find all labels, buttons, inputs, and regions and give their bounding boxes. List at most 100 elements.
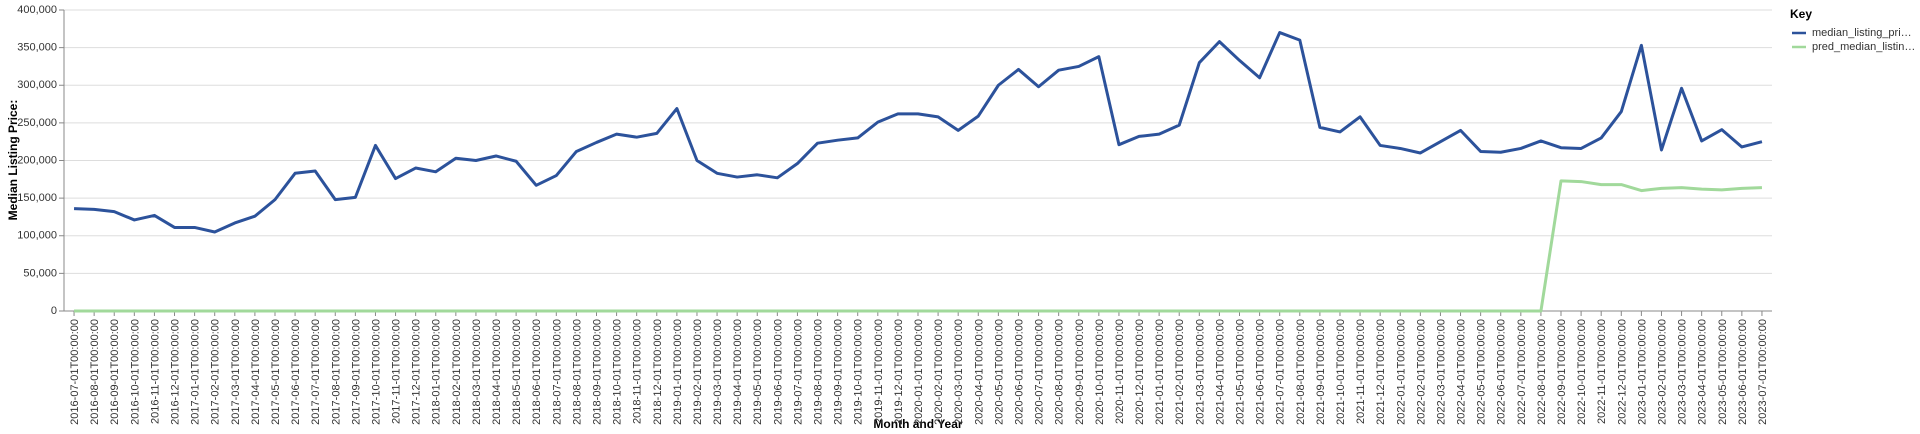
x-tick-label: 2022-01-01T00:00:00 xyxy=(1395,319,1407,425)
x-tick-label: 2022-09-01T00:00:00 xyxy=(1556,319,1568,425)
series-line xyxy=(73,31,1763,234)
y-axis-title: Median Listing Price: xyxy=(6,100,20,221)
x-tick-label: 2022-12-01T00:00:00 xyxy=(1616,319,1628,425)
x-tick-label: 2018-07-01T00:00:00 xyxy=(551,319,563,425)
x-tick-label: 2022-11-01T00:00:00 xyxy=(1596,319,1608,424)
x-tick-label: 2023-02-01T00:00:00 xyxy=(1656,319,1668,425)
x-tick-label: 2021-04-01T00:00:00 xyxy=(1214,319,1226,425)
x-tick-label: 2021-12-01T00:00:00 xyxy=(1375,319,1387,425)
x-tick-label: 2016-07-01T00:00:00 xyxy=(69,319,81,425)
x-tick-label: 2018-10-01T00:00:00 xyxy=(612,319,624,425)
x-tick-label: 2022-03-01T00:00:00 xyxy=(1435,319,1447,425)
x-tick-label: 2018-12-01T00:00:00 xyxy=(652,319,664,425)
x-tick-label: 2019-10-01T00:00:00 xyxy=(853,319,865,425)
x-tick-label: 2021-03-01T00:00:00 xyxy=(1194,319,1206,425)
x-tick-label: 2022-06-01T00:00:00 xyxy=(1496,319,1508,425)
x-tick-label: 2022-07-01T00:00:00 xyxy=(1516,319,1528,425)
x-tick-label: 2022-05-01T00:00:00 xyxy=(1476,319,1488,425)
y-tick-label: 300,000 xyxy=(17,79,57,91)
y-tick-label: 350,000 xyxy=(17,42,57,54)
x-tick-label: 2022-08-01T00:00:00 xyxy=(1536,319,1548,425)
y-tick-label: 400,000 xyxy=(17,4,57,16)
x-tick-label: 2017-10-01T00:00:00 xyxy=(370,319,382,425)
x-tick-label: 2020-11-01T00:00:00 xyxy=(1114,319,1126,424)
x-tick-label: 2021-01-01T00:00:00 xyxy=(1154,319,1166,425)
x-tick-label: 2020-05-01T00:00:00 xyxy=(993,319,1005,425)
x-tick-label: 2019-02-01T00:00:00 xyxy=(692,319,704,425)
x-tick-label: 2023-06-01T00:00:00 xyxy=(1737,319,1749,425)
legend-label: median_listing_pri… xyxy=(1812,27,1912,39)
x-tick-label: 2021-11-01T00:00:00 xyxy=(1355,319,1367,424)
y-tick-label: 100,000 xyxy=(17,230,57,242)
series-line xyxy=(74,179,1763,313)
x-tick-label: 2017-06-01T00:00:00 xyxy=(290,319,302,425)
x-tick-label: 2021-02-01T00:00:00 xyxy=(1174,319,1186,425)
x-tick-label: 2017-07-01T00:00:00 xyxy=(310,319,322,425)
x-tick-label: 2017-05-01T00:00:00 xyxy=(270,319,282,425)
x-tick-label: 2017-03-01T00:00:00 xyxy=(230,319,242,425)
x-tick-label: 2021-10-01T00:00:00 xyxy=(1335,319,1347,425)
x-tick-label: 2017-12-01T00:00:00 xyxy=(411,319,423,425)
x-tick-label: 2018-09-01T00:00:00 xyxy=(591,319,603,425)
x-tick-label: 2017-02-01T00:00:00 xyxy=(210,319,222,425)
x-axis-title: Month and Year xyxy=(873,417,962,431)
x-tick-label: 2017-01-01T00:00:00 xyxy=(190,319,202,425)
y-tick-label: 150,000 xyxy=(17,192,57,204)
x-tick-label: 2019-12-01T00:00:00 xyxy=(893,319,905,425)
x-tick-label: 2020-09-01T00:00:00 xyxy=(1074,319,1086,425)
x-tick-label: 2020-02-01T00:00:00 xyxy=(933,319,945,425)
x-tick-label: 2017-04-01T00:00:00 xyxy=(250,319,262,425)
x-tick-label: 2019-09-01T00:00:00 xyxy=(833,319,845,425)
x-tick-label: 2020-04-01T00:00:00 xyxy=(973,319,985,425)
x-tick-label: 2023-03-01T00:00:00 xyxy=(1677,319,1689,425)
x-tick-label: 2019-07-01T00:00:00 xyxy=(792,319,804,425)
x-tick-label: 2020-01-01T00:00:00 xyxy=(913,319,925,425)
x-tick-label: 2022-10-01T00:00:00 xyxy=(1576,319,1588,425)
x-tick-label: 2017-09-01T00:00:00 xyxy=(350,319,362,425)
x-tick-label: 2017-11-01T00:00:00 xyxy=(391,319,403,424)
legend-label: pred_median_listin… xyxy=(1812,41,1915,53)
x-tick-label: 2016-10-01T00:00:00 xyxy=(129,319,141,425)
x-tick-label: 2021-08-01T00:00:00 xyxy=(1295,319,1307,425)
legend-title: Key xyxy=(1790,7,1812,21)
x-tick-label: 2022-04-01T00:00:00 xyxy=(1456,319,1468,425)
x-tick-label: 2016-08-01T00:00:00 xyxy=(89,319,101,425)
x-tick-label: 2016-12-01T00:00:00 xyxy=(170,319,182,425)
x-tick-label: 2018-01-01T00:00:00 xyxy=(431,319,443,425)
x-tick-label: 2021-09-01T00:00:00 xyxy=(1315,319,1327,425)
x-tick-label: 2018-02-01T00:00:00 xyxy=(451,319,463,425)
x-tick-label: 2019-08-01T00:00:00 xyxy=(813,319,825,425)
y-tick-label: 200,000 xyxy=(17,154,57,166)
x-tick-label: 2020-08-01T00:00:00 xyxy=(1054,319,1066,425)
x-tick-label: 2021-07-01T00:00:00 xyxy=(1275,319,1287,425)
x-tick-label: 2019-01-01T00:00:00 xyxy=(672,319,684,425)
x-tick-label: 2023-05-01T00:00:00 xyxy=(1717,319,1729,425)
x-tick-label: 2023-07-01T00:00:00 xyxy=(1757,319,1769,425)
x-tick-label: 2018-03-01T00:00:00 xyxy=(471,319,483,425)
x-tick-label: 2020-03-01T00:00:00 xyxy=(953,319,965,425)
y-tick-label: 0 xyxy=(51,305,57,317)
x-tick-label: 2016-11-01T00:00:00 xyxy=(149,319,161,424)
x-tick-label: 2019-05-01T00:00:00 xyxy=(752,319,764,425)
y-tick-label: 250,000 xyxy=(17,117,57,129)
x-tick-label: 2016-09-01T00:00:00 xyxy=(109,319,121,425)
y-tick-label: 50,000 xyxy=(23,267,57,279)
x-tick-label: 2018-05-01T00:00:00 xyxy=(511,319,523,425)
x-tick-label: 2019-11-01T00:00:00 xyxy=(873,319,885,424)
x-tick-label: 2018-08-01T00:00:00 xyxy=(571,319,583,425)
x-tick-label: 2020-12-01T00:00:00 xyxy=(1134,319,1146,425)
x-tick-label: 2019-03-01T00:00:00 xyxy=(712,319,724,425)
x-tick-label: 2021-06-01T00:00:00 xyxy=(1255,319,1267,425)
x-tick-label: 2023-01-01T00:00:00 xyxy=(1636,319,1648,425)
x-tick-label: 2019-06-01T00:00:00 xyxy=(772,319,784,425)
x-tick-label: 2019-04-01T00:00:00 xyxy=(732,319,744,425)
x-tick-label: 2018-11-01T00:00:00 xyxy=(632,319,644,424)
x-tick-label: 2018-06-01T00:00:00 xyxy=(531,319,543,425)
x-tick-label: 2020-10-01T00:00:00 xyxy=(1094,319,1106,425)
x-tick-label: 2022-02-01T00:00:00 xyxy=(1415,319,1427,425)
x-tick-label: 2020-06-01T00:00:00 xyxy=(1013,319,1025,425)
x-tick-label: 2017-08-01T00:00:00 xyxy=(330,319,342,425)
x-tick-label: 2023-04-01T00:00:00 xyxy=(1697,319,1709,425)
x-tick-label: 2020-07-01T00:00:00 xyxy=(1034,319,1046,425)
